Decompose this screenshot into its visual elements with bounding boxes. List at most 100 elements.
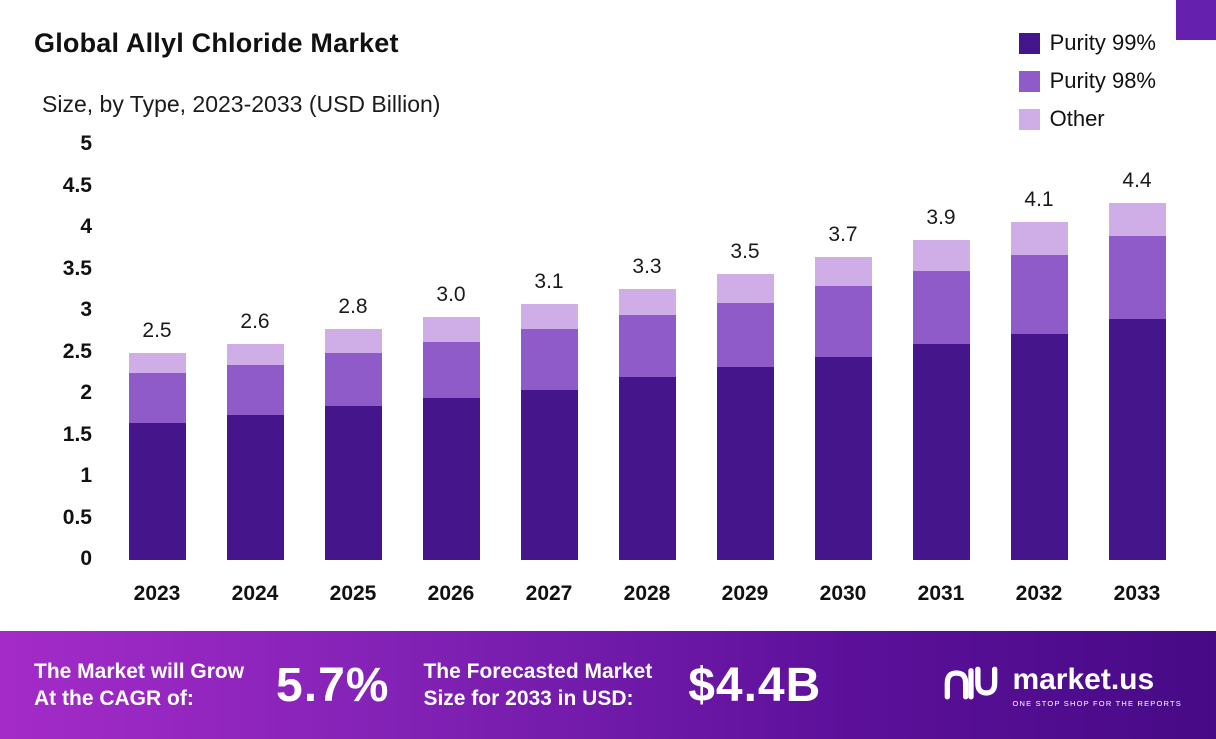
plot-area: 2.5 2.6 2.8 3.0 3.1 3.3 3.5 3.7 3.9 4.1 4.4 xyxy=(108,145,1186,560)
cagr-value: 5.7% xyxy=(276,658,390,712)
bar-segment xyxy=(520,304,578,330)
bar-segment xyxy=(618,377,676,560)
bar-segment xyxy=(520,329,578,390)
legend-item: Other xyxy=(1018,106,1156,132)
bar-value-label: 3.7 xyxy=(828,223,858,247)
x-axis-tick-label: 2027 xyxy=(525,582,573,605)
bar-segment xyxy=(324,406,382,560)
plot-wrap: 2.5 2.6 2.8 3.0 3.1 3.3 3.5 3.7 3.9 4.1 4.4 2023 20… xyxy=(108,145,1186,606)
x-axis-tick-label: 2028 xyxy=(623,582,671,605)
stacked-bar xyxy=(520,304,578,560)
bar-column: 3.0 xyxy=(402,145,500,560)
stacked-bar xyxy=(324,329,382,560)
bar-segment xyxy=(324,329,382,353)
bar-segment xyxy=(618,315,676,378)
y-axis-tick-label: 1 xyxy=(80,464,92,487)
legend-label: Purity 98% xyxy=(1049,68,1156,93)
bar-segment xyxy=(1010,222,1068,256)
bar-segment xyxy=(814,257,872,287)
y-axis-tick-label: 0.5 xyxy=(62,505,92,529)
footer-banner: The Market will Grow At the CAGR of: 5.7… xyxy=(0,631,1216,739)
bar-segment xyxy=(814,286,872,357)
stacked-bar xyxy=(128,352,186,560)
bar-value-label: 3.1 xyxy=(534,270,564,294)
bar-segment xyxy=(1108,236,1166,320)
x-axis-tick-label: 2032 xyxy=(1015,582,1063,605)
y-axis: 5 4.5 4 3.5 3 2.5 2 1.5 1 0.5 0 xyxy=(30,132,92,570)
bar-value-label: 3.3 xyxy=(632,254,662,278)
bar-segment xyxy=(520,389,578,560)
stacked-bar xyxy=(814,257,872,560)
chart-legend: Purity 99% Purity 98% Other xyxy=(1018,30,1156,132)
bar-segment xyxy=(814,356,872,560)
bar-value-label: 3.0 xyxy=(436,282,466,306)
bar-value-label: 3.5 xyxy=(730,239,760,263)
corner-decoration xyxy=(1176,0,1216,40)
y-axis-tick-label: 4.5 xyxy=(62,173,92,197)
cagr-label-line2: At the CAGR of: xyxy=(34,687,194,710)
legend-label: Purity 99% xyxy=(1049,30,1156,55)
bar-column: 2.8 xyxy=(304,145,402,560)
bar-segment xyxy=(912,344,970,560)
bar-segment xyxy=(912,271,970,345)
forecast-label: The Forecasted Market Size for 2033 in U… xyxy=(423,658,652,713)
y-axis-tick-label: 2 xyxy=(80,381,92,404)
stacked-bar xyxy=(912,239,970,560)
y-axis-tick-label: 5 xyxy=(80,132,92,155)
stacked-bar xyxy=(226,344,284,560)
bar-segment xyxy=(1010,334,1068,560)
bar-segment xyxy=(1108,203,1166,237)
legend-item: Purity 99% xyxy=(1018,30,1156,56)
bar-segment xyxy=(422,341,480,399)
x-axis-tick-label: 2026 xyxy=(427,582,475,605)
bar-segment xyxy=(422,316,480,342)
bar-segment xyxy=(1010,255,1068,335)
bar-segment xyxy=(912,239,970,272)
stacked-bar xyxy=(1108,203,1166,560)
chart-header: Global Allyl Chloride Market Size, by Ty… xyxy=(34,28,1176,118)
bar-segment xyxy=(128,423,186,560)
brand-name: market.us xyxy=(1012,662,1155,696)
x-axis-tick-label: 2030 xyxy=(819,582,867,605)
cagr-label: The Market will Grow At the CAGR of: xyxy=(34,658,244,713)
stacked-bar xyxy=(1010,222,1068,560)
bar-segment xyxy=(716,367,774,560)
bar-value-label: 4.1 xyxy=(1024,188,1054,212)
legend-item: Purity 98% xyxy=(1018,68,1156,94)
bar-segment xyxy=(324,352,382,407)
y-axis-tick-label: 2.5 xyxy=(62,339,92,363)
brand-text: market.us ONE STOP SHOP FOR THE REPORTS xyxy=(1012,663,1182,708)
market-us-logo-icon xyxy=(942,663,1000,708)
bar-segment xyxy=(226,364,284,415)
bar-segment xyxy=(716,302,774,368)
forecast-label-line1: The Forecasted Market xyxy=(423,659,653,683)
bar-segment xyxy=(128,373,186,424)
bar-column: 4.1 xyxy=(990,145,1088,560)
chart-title: Global Allyl Chloride Market xyxy=(34,28,399,58)
bar-value-label: 2.6 xyxy=(240,310,270,334)
bar-column: 2.5 xyxy=(108,145,206,560)
chart-area: 5 4.5 4 3.5 3 2.5 2 1.5 1 0.5 0 2.5 2.6 2.8 3.0 3.1 3.3… xyxy=(30,132,1186,615)
bar-segment xyxy=(716,273,774,303)
x-axis-tick-label: 2024 xyxy=(231,582,279,605)
bar-column: 2.6 xyxy=(206,145,304,560)
bar-column: 4.4 xyxy=(1088,145,1186,560)
x-axis-tick-label: 2029 xyxy=(721,582,769,605)
x-axis-tick-label: 2031 xyxy=(917,582,965,605)
forecast-value: $4.4B xyxy=(688,658,822,712)
x-axis: 2023 2024 2025 2026 2027 2028 2029 2030 2031 2032… xyxy=(108,582,1186,606)
bar-column: 3.1 xyxy=(500,145,598,560)
stacked-bar xyxy=(422,316,480,560)
bar-segment xyxy=(226,344,284,365)
legend-swatch-icon xyxy=(1018,32,1040,54)
legend-label: Other xyxy=(1049,106,1105,131)
bar-segment xyxy=(128,352,186,374)
y-axis-tick-label: 1.5 xyxy=(62,422,92,446)
y-axis-tick-label: 0 xyxy=(80,547,92,570)
bar-segment xyxy=(618,288,676,316)
y-axis-tick-label: 3 xyxy=(80,298,92,321)
bar-column: 3.7 xyxy=(794,145,892,560)
bar-segment xyxy=(226,414,284,560)
x-axis-tick-label: 2023 xyxy=(133,582,181,605)
